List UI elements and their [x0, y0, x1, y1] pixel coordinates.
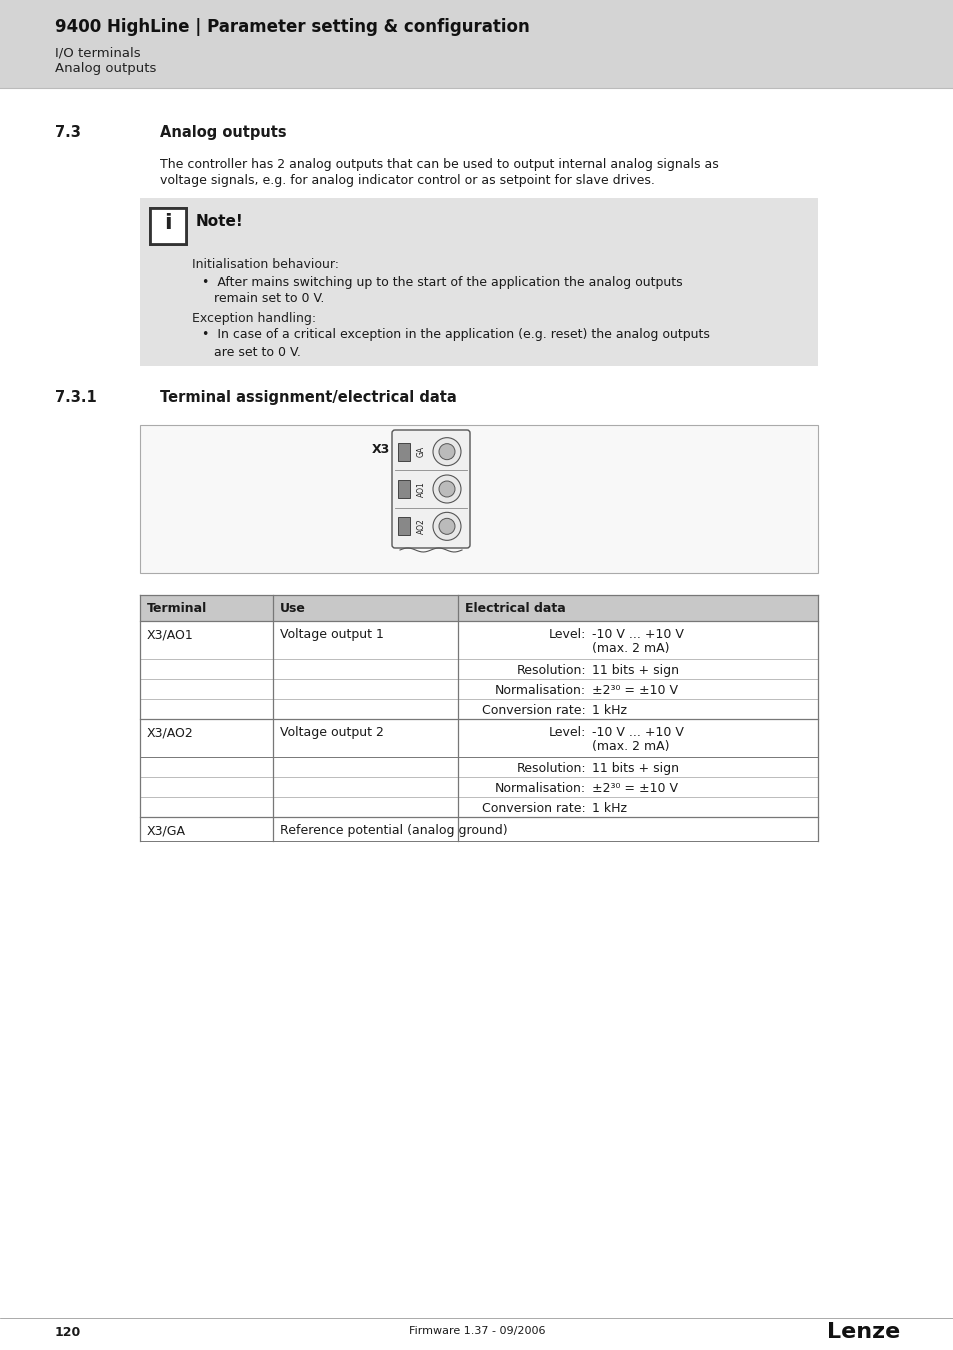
- Bar: [397, 481, 410, 498]
- Text: ±2³⁰ = ±10 V: ±2³⁰ = ±10 V: [592, 782, 678, 795]
- Text: Normalisation:: Normalisation:: [495, 782, 585, 795]
- Text: The controller has 2 analog outputs that can be used to output internal analog s: The controller has 2 analog outputs that…: [160, 158, 718, 171]
- Text: Use: Use: [280, 602, 306, 616]
- Bar: [140, 720, 817, 757]
- Text: Analog outputs: Analog outputs: [160, 126, 286, 140]
- Bar: [150, 208, 186, 244]
- Text: X3/AO2: X3/AO2: [147, 726, 193, 738]
- Circle shape: [438, 481, 455, 497]
- Text: Resolution:: Resolution:: [516, 664, 585, 676]
- Circle shape: [438, 444, 455, 459]
- Text: Voltage output 2: Voltage output 2: [280, 726, 383, 738]
- Circle shape: [433, 437, 460, 466]
- Text: Level:: Level:: [548, 628, 585, 641]
- Text: 1 kHz: 1 kHz: [592, 802, 626, 815]
- Text: (max. 2 mA): (max. 2 mA): [592, 740, 669, 753]
- Text: X3: X3: [372, 443, 390, 456]
- Text: Terminal: Terminal: [147, 602, 207, 616]
- Text: Analog outputs: Analog outputs: [55, 62, 156, 76]
- Bar: [140, 796, 817, 817]
- Text: Conversion rate:: Conversion rate:: [482, 703, 585, 717]
- Text: •  After mains switching up to the start of the application the analog outputs: • After mains switching up to the start …: [202, 275, 682, 289]
- Bar: [150, 208, 186, 244]
- Text: I/O terminals: I/O terminals: [55, 46, 140, 59]
- Text: Normalisation:: Normalisation:: [495, 684, 585, 697]
- Text: 11 bits + sign: 11 bits + sign: [592, 664, 679, 676]
- Bar: [397, 517, 410, 536]
- Text: GA: GA: [416, 446, 426, 458]
- Text: 7.3.1: 7.3.1: [55, 390, 96, 405]
- Bar: [140, 198, 817, 366]
- Text: Reference potential (analog ground): Reference potential (analog ground): [280, 824, 507, 837]
- Text: Resolution:: Resolution:: [516, 761, 585, 775]
- Bar: [140, 699, 817, 720]
- Circle shape: [433, 513, 460, 540]
- Text: AO2: AO2: [416, 518, 426, 535]
- Text: Level:: Level:: [548, 726, 585, 738]
- Text: •  In case of a critical exception in the application (e.g. reset) the analog ou: • In case of a critical exception in the…: [202, 328, 709, 342]
- Text: ±2³⁰ = ±10 V: ±2³⁰ = ±10 V: [592, 684, 678, 697]
- Text: 9400 HighLine | Parameter setting & configuration: 9400 HighLine | Parameter setting & conf…: [55, 18, 529, 36]
- FancyBboxPatch shape: [392, 431, 470, 548]
- Text: X3/GA: X3/GA: [147, 824, 186, 837]
- Text: i: i: [164, 213, 172, 234]
- Bar: [0, 0, 953, 88]
- Text: Electrical data: Electrical data: [464, 602, 565, 616]
- Text: AO1: AO1: [416, 481, 426, 497]
- Text: -10 V ... +10 V: -10 V ... +10 V: [592, 628, 683, 641]
- Bar: [140, 621, 817, 659]
- Circle shape: [438, 518, 455, 535]
- Text: Initialisation behaviour:: Initialisation behaviour:: [192, 258, 338, 271]
- Bar: [140, 817, 817, 841]
- Bar: [140, 595, 817, 621]
- Bar: [140, 757, 817, 778]
- Text: 11 bits + sign: 11 bits + sign: [592, 761, 679, 775]
- Circle shape: [433, 475, 460, 504]
- Text: Voltage output 1: Voltage output 1: [280, 628, 383, 641]
- Text: -10 V ... +10 V: -10 V ... +10 V: [592, 726, 683, 738]
- Text: Note!: Note!: [195, 215, 244, 230]
- Text: (max. 2 mA): (max. 2 mA): [592, 643, 669, 655]
- Text: Lenze: Lenze: [826, 1322, 899, 1342]
- Bar: [397, 443, 410, 460]
- Text: 1 kHz: 1 kHz: [592, 703, 626, 717]
- Text: 7.3: 7.3: [55, 126, 81, 140]
- Text: Conversion rate:: Conversion rate:: [482, 802, 585, 815]
- Text: voltage signals, e.g. for analog indicator control or as setpoint for slave driv: voltage signals, e.g. for analog indicat…: [160, 174, 654, 188]
- Text: remain set to 0 V.: remain set to 0 V.: [213, 292, 324, 305]
- Text: Terminal assignment/electrical data: Terminal assignment/electrical data: [160, 390, 456, 405]
- Text: Firmware 1.37 - 09/2006: Firmware 1.37 - 09/2006: [408, 1326, 545, 1336]
- Text: Exception handling:: Exception handling:: [192, 312, 315, 325]
- Bar: [140, 778, 817, 796]
- Text: X3/AO1: X3/AO1: [147, 628, 193, 641]
- Bar: [140, 425, 817, 572]
- Bar: [140, 659, 817, 679]
- Bar: [140, 679, 817, 699]
- Text: 120: 120: [55, 1326, 81, 1339]
- Text: are set to 0 V.: are set to 0 V.: [213, 346, 300, 359]
